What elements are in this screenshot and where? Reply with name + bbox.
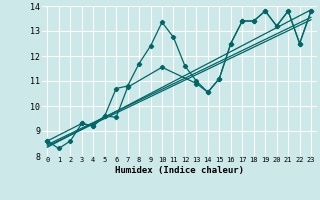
X-axis label: Humidex (Indice chaleur): Humidex (Indice chaleur) xyxy=(115,166,244,175)
